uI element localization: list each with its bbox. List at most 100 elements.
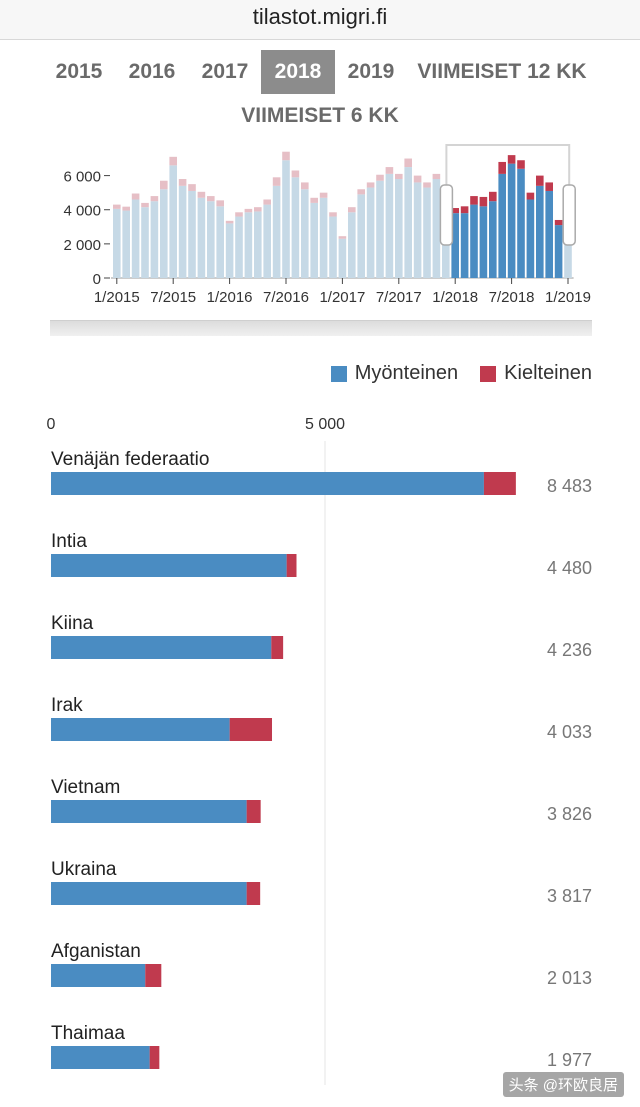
bar-negative[interactable]	[246, 882, 261, 905]
bar-positive[interactable]	[51, 636, 272, 659]
bar-negative[interactable]	[451, 208, 459, 214]
tab-last-12-months[interactable]: VIIMEISET 12 KK	[417, 60, 587, 83]
bar-positive[interactable]	[150, 201, 159, 278]
tab-2017[interactable]: 2017	[201, 60, 249, 83]
bar-positive[interactable]	[51, 472, 484, 495]
bar-negative[interactable]	[229, 718, 273, 741]
bar-positive[interactable]	[319, 197, 328, 278]
tab-last-6-months[interactable]: VIIMEISET 6 KK	[241, 104, 399, 127]
bar-positive[interactable]	[376, 180, 384, 278]
tab-2016[interactable]: 2016	[128, 60, 176, 83]
bar-positive[interactable]	[254, 211, 262, 278]
bar-negative[interactable]	[526, 192, 535, 200]
bar-negative[interactable]	[498, 161, 506, 174]
bar-positive[interactable]	[489, 201, 497, 278]
bar-positive[interactable]	[51, 882, 247, 905]
bar-positive[interactable]	[197, 197, 206, 278]
bar-negative[interactable]	[286, 554, 297, 577]
bar-negative[interactable]	[483, 472, 516, 495]
bar-negative[interactable]	[169, 156, 177, 166]
bar-negative[interactable]	[254, 207, 262, 212]
bar-negative[interactable]	[348, 207, 356, 213]
bar-positive[interactable]	[507, 163, 516, 278]
bar-negative[interactable]	[122, 206, 130, 211]
bar-negative[interactable]	[554, 219, 563, 226]
bar-positive[interactable]	[282, 160, 290, 278]
bar-negative[interactable]	[263, 199, 271, 205]
bar-negative[interactable]	[131, 193, 140, 200]
bar-positive[interactable]	[51, 554, 287, 577]
bar-negative[interactable]	[271, 636, 284, 659]
bar-positive[interactable]	[517, 168, 525, 278]
tab-2015[interactable]: 2015	[55, 60, 103, 83]
bar-negative[interactable]	[404, 158, 412, 168]
bar-positive[interactable]	[301, 189, 309, 278]
bar-positive[interactable]	[178, 185, 187, 278]
bar-positive[interactable]	[423, 187, 431, 278]
range-handle-left[interactable]	[439, 184, 454, 246]
bar-positive[interactable]	[554, 225, 563, 278]
bar-positive[interactable]	[470, 204, 478, 278]
bar-positive[interactable]	[413, 182, 422, 278]
bar-negative[interactable]	[145, 964, 162, 987]
bar-positive[interactable]	[51, 964, 146, 987]
bar-positive[interactable]	[432, 179, 441, 278]
bar-positive[interactable]	[51, 718, 230, 741]
bar-negative[interactable]	[338, 236, 347, 239]
monthly-decisions-chart[interactable]: 0 2 000 4 000 6 000 1/2015 7/2015 1/2016 7/2016…	[0, 130, 640, 310]
bar-positive[interactable]	[169, 165, 177, 278]
bar-positive[interactable]	[329, 216, 337, 278]
bar-positive[interactable]	[291, 177, 300, 278]
bar-negative[interactable]	[178, 179, 187, 186]
range-handle-right[interactable]	[562, 184, 576, 246]
bar-negative[interactable]	[160, 180, 168, 190]
bar-negative[interactable]	[423, 182, 431, 188]
bar-positive[interactable]	[348, 212, 356, 278]
bar-positive[interactable]	[498, 173, 506, 278]
bar-negative[interactable]	[470, 196, 478, 205]
bar-positive[interactable]	[460, 213, 469, 278]
bar-positive[interactable]	[216, 206, 224, 278]
bar-positive[interactable]	[526, 199, 535, 278]
bar-positive[interactable]	[244, 212, 253, 278]
bar-negative[interactable]	[517, 160, 525, 169]
tab-2019[interactable]: 2019	[347, 60, 395, 83]
bar-negative[interactable]	[207, 196, 215, 202]
bar-negative[interactable]	[357, 189, 365, 195]
bar-positive[interactable]	[536, 185, 544, 278]
bar-negative[interactable]	[413, 175, 422, 183]
bar-negative[interactable]	[329, 212, 337, 217]
bar-positive[interactable]	[263, 204, 271, 278]
bar-positive[interactable]	[51, 1046, 150, 1069]
bar-positive[interactable]	[395, 179, 403, 278]
bar-negative[interactable]	[301, 182, 309, 190]
bar-positive[interactable]	[545, 190, 553, 278]
bar-negative[interactable]	[545, 182, 553, 191]
tab-2018[interactable]: 2018	[261, 50, 335, 94]
bar-negative[interactable]	[507, 155, 516, 164]
bar-negative[interactable]	[460, 206, 469, 214]
bar-negative[interactable]	[376, 174, 384, 181]
bar-negative[interactable]	[291, 170, 300, 178]
bar-positive[interactable]	[357, 194, 365, 278]
bar-negative[interactable]	[216, 200, 224, 207]
bar-negative[interactable]	[235, 212, 243, 217]
bar-negative[interactable]	[188, 184, 196, 191]
bar-negative[interactable]	[150, 196, 159, 202]
bar-positive[interactable]	[404, 167, 412, 278]
bar-positive[interactable]	[366, 187, 375, 278]
bar-positive[interactable]	[338, 238, 347, 278]
bar-positive[interactable]	[225, 223, 234, 278]
bar-negative[interactable]	[149, 1046, 160, 1069]
legend-item-negative[interactable]: Kielteinen	[480, 362, 592, 385]
bar-positive[interactable]	[188, 190, 196, 278]
bar-negative[interactable]	[536, 175, 544, 186]
address-bar[interactable]: tilastot.migri.fi	[0, 0, 640, 40]
bar-negative[interactable]	[310, 197, 318, 203]
bar-positive[interactable]	[160, 189, 168, 278]
bar-negative[interactable]	[479, 196, 488, 207]
bar-negative[interactable]	[432, 173, 441, 180]
bar-negative[interactable]	[197, 191, 206, 198]
bar-negative[interactable]	[489, 191, 497, 202]
bar-negative[interactable]	[141, 202, 149, 208]
